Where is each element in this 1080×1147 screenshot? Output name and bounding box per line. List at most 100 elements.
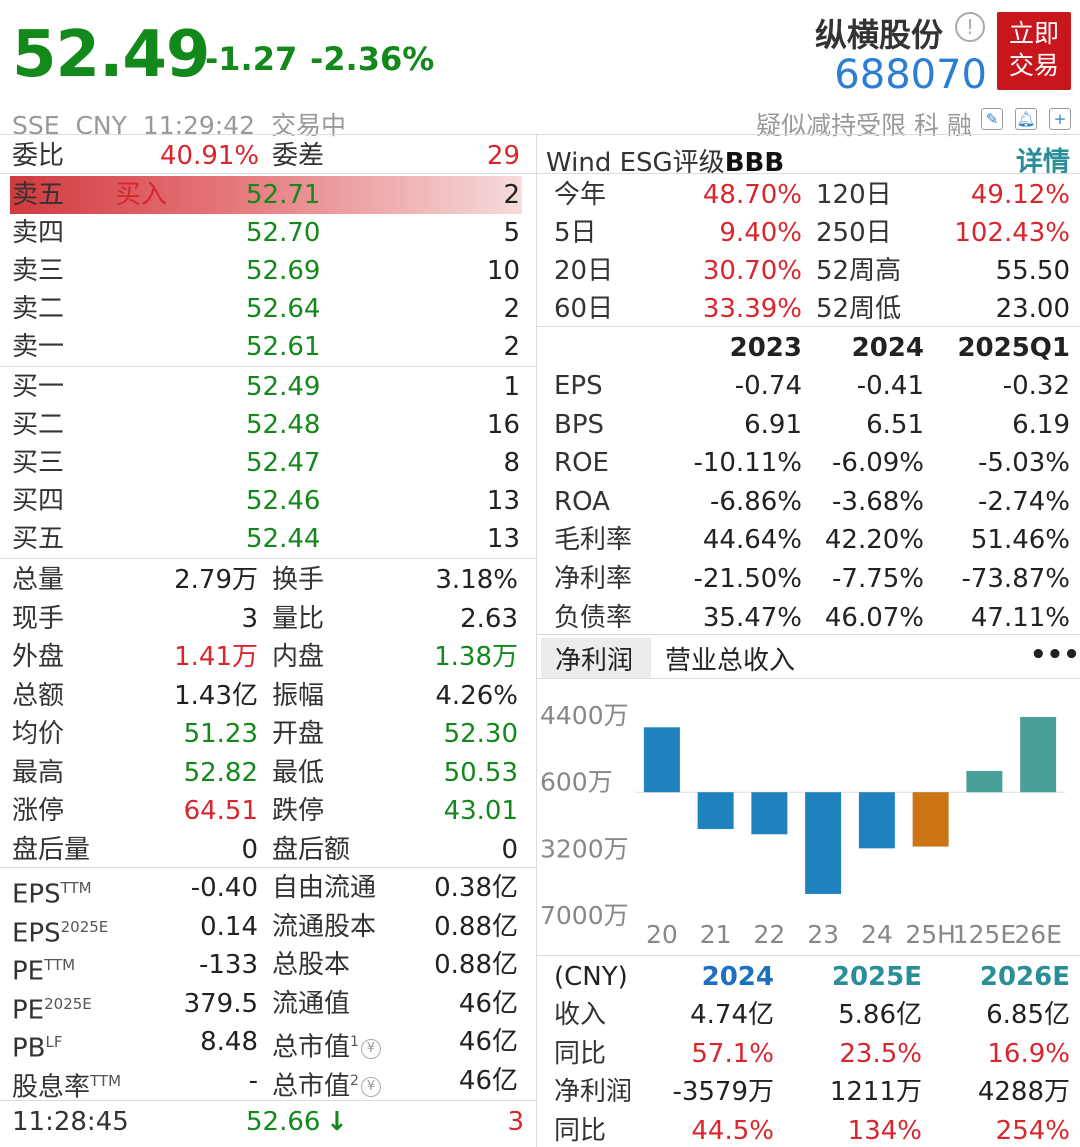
- stat-label: 盘后额: [272, 834, 351, 865]
- valuation-label: EPS2025E: [12, 908, 108, 953]
- stat-label: 换手: [272, 565, 325, 595]
- forecast-value: 4288万: [977, 1077, 1070, 1108]
- financial-value: -6.86%: [710, 486, 802, 517]
- return-value: 55.50: [995, 256, 1070, 286]
- financial-value: 44.64%: [702, 525, 802, 556]
- bar-25H1[interactable]: [912, 792, 949, 847]
- bar-24[interactable]: [858, 792, 895, 849]
- add-watchlist-icon[interactable]: +: [1049, 108, 1071, 130]
- x-tick-label: 22: [753, 920, 785, 949]
- financial-value: -6.09%: [832, 448, 924, 479]
- edit-icon[interactable]: ✎: [981, 108, 1003, 130]
- stat-row: 涨停 64.51 跌停 43.01: [0, 792, 530, 830]
- ask-row[interactable]: 卖三 52.69 10: [0, 252, 530, 290]
- bar-21[interactable]: [697, 792, 734, 830]
- last-trade-price: 52.66: [246, 1107, 321, 1137]
- exchange: SSE: [12, 111, 60, 140]
- bid-row[interactable]: 买五 52.44 13: [0, 520, 530, 558]
- x-tick-label: 26E: [1014, 920, 1062, 949]
- metric-superscript: 2025E: [44, 994, 92, 1013]
- ask-row[interactable]: 卖二 52.64 2: [0, 290, 530, 328]
- forecast-row: 收入 4.74亿 5.86亿 6.85亿: [540, 996, 1080, 1034]
- financial-value: -2.74%: [978, 486, 1070, 517]
- bid-row[interactable]: 买二 52.48 16: [0, 406, 530, 444]
- metric-name: 流通股本: [272, 911, 377, 942]
- ask-volume: 2: [503, 332, 520, 362]
- bar-20[interactable]: [643, 727, 680, 793]
- tab-total-revenue[interactable]: 营业总收入: [665, 646, 796, 676]
- esg-detail-link[interactable]: 详情: [1016, 147, 1070, 178]
- ask-price: 52.61: [246, 332, 321, 362]
- forecast-row: 净利润 -3579万 1211万 4288万: [540, 1073, 1080, 1111]
- financial-row: 净利率 -21.50% -7.75% -73.87%: [540, 560, 1080, 598]
- ask-label: 卖四: [12, 218, 65, 248]
- bar-25E[interactable]: [966, 770, 1003, 793]
- valuation-value: 46亿: [458, 988, 518, 1019]
- valuation-value: -: [248, 1066, 258, 1096]
- stat-label: 现手: [12, 603, 65, 634]
- return-label: 20日: [554, 256, 614, 286]
- return-label: 60日: [554, 294, 614, 324]
- bid-row[interactable]: 买四 52.46 13: [0, 482, 530, 520]
- bar-23[interactable]: [805, 792, 842, 894]
- stat-row: 均价 51.23 开盘 52.30: [0, 715, 530, 753]
- bid-label: 买四: [12, 486, 65, 516]
- stock-name: 纵横股份: [814, 16, 943, 54]
- x-tick-label: 21: [700, 920, 732, 949]
- tab-selected-bg: [541, 638, 651, 678]
- financial-value: 6.19: [1012, 409, 1070, 440]
- yuan-circle-icon: ¥: [360, 1038, 381, 1059]
- bid-row[interactable]: 买一 52.49 1: [0, 368, 530, 406]
- metric-superscript: TTM: [60, 879, 92, 897]
- bid-price: 52.49: [246, 372, 321, 402]
- ask-row[interactable]: 卖四 52.70 5: [0, 214, 530, 252]
- valuation-label: 流通股本: [272, 908, 376, 946]
- return-label: 5日: [554, 218, 597, 248]
- stat-row: 总额 1.43亿 振幅 4.26%: [0, 677, 530, 715]
- ask-volume: 10: [486, 256, 520, 286]
- bid-price: 52.48: [246, 410, 321, 440]
- stat-value: 52.30: [443, 719, 518, 749]
- stat-label: 量比: [272, 603, 325, 634]
- bar-26E[interactable]: [1020, 716, 1057, 793]
- valuation-row: PE2025E 379.5 流通值 46亿: [0, 985, 530, 1026]
- info-icon[interactable]: !: [955, 12, 985, 42]
- alert-bell-icon[interactable]: 🔔︎: [1015, 108, 1037, 130]
- trade-now-button[interactable]: 立即 交易: [997, 12, 1071, 90]
- forecast-year: 2025E: [831, 962, 922, 992]
- forecast-value: 6.85亿: [986, 1000, 1070, 1030]
- bar-22[interactable]: [751, 792, 788, 835]
- stat-value: 0: [241, 834, 258, 865]
- valuation-label: PBLF: [12, 1023, 63, 1068]
- bid-volume: 13: [486, 486, 520, 516]
- financial-row: ROA -6.86% -3.68% -2.74%: [540, 483, 1080, 521]
- forecast-label: 同比: [554, 1038, 607, 1069]
- ask-row[interactable]: 卖五 买入 52.71 2: [0, 176, 530, 214]
- tab-net-profit[interactable]: 净利润: [555, 646, 634, 676]
- valuation-value: 0.14: [200, 911, 258, 942]
- stat-value: 3: [241, 603, 258, 634]
- forecast-year: 2024: [701, 962, 774, 992]
- stat-label: 最高: [12, 757, 65, 788]
- valuation-value: -0.40: [190, 873, 258, 903]
- bid-row[interactable]: 买三 52.47 8: [0, 444, 530, 482]
- bid-volume: 16: [486, 410, 520, 440]
- return-value: 33.39%: [702, 294, 802, 324]
- valuation-row: EPSTTM -0.40 自由流通 0.38亿: [0, 869, 530, 910]
- valuation-label: 股息率TTM: [12, 1062, 121, 1107]
- financial-row: 毛利率 44.64% 42.20% 51.46%: [540, 521, 1080, 559]
- financial-label: BPS: [554, 409, 605, 440]
- valuation-value: 8.48: [200, 1027, 258, 1058]
- ask-label: 卖二: [12, 294, 65, 324]
- x-tick-label: 25H: [905, 920, 956, 949]
- y-tick-label: 600万: [540, 768, 613, 797]
- metric-name: PE: [12, 995, 45, 1026]
- bid-label: 买三: [12, 448, 65, 478]
- more-icon[interactable]: •••: [1030, 640, 1080, 670]
- financial-header-row: 2023 2024 2025Q1: [540, 329, 1080, 367]
- ask-row[interactable]: 卖一 52.61 2: [0, 328, 530, 366]
- forecast-header-row: (CNY) 2024 2025E 2026E: [540, 958, 1080, 996]
- return-label: 今年: [554, 180, 607, 210]
- return-value: 30.70%: [702, 256, 802, 286]
- last-price: 52.49: [12, 18, 210, 92]
